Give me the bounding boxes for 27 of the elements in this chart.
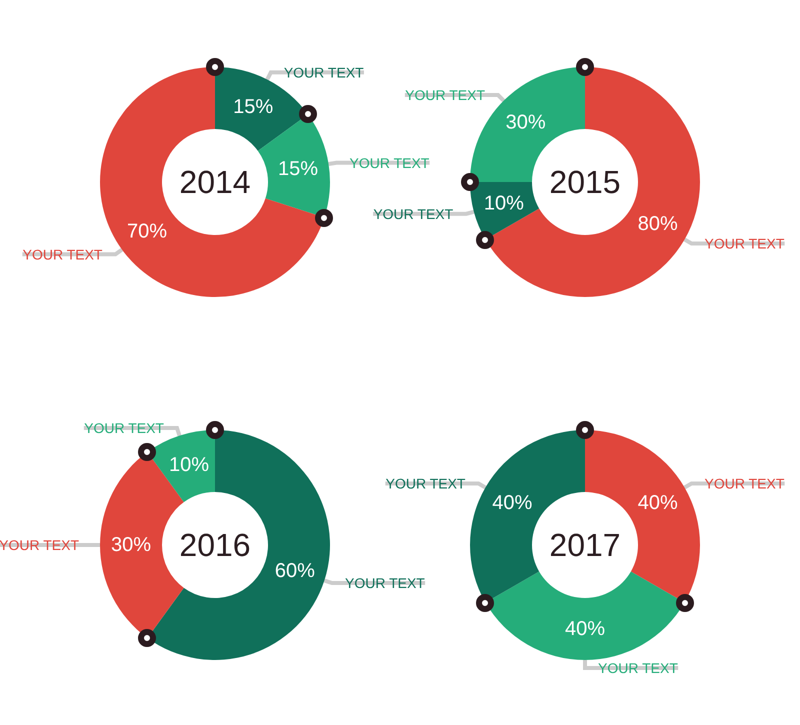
- text: 2015: [549, 164, 621, 200]
- data-label: 10%: [169, 454, 210, 476]
- data-label: 40%: [638, 492, 678, 514]
- text: 2017: [549, 527, 621, 563]
- data-label: 10%: [484, 192, 524, 215]
- slice-label: YOUR TEXT: [284, 64, 364, 80]
- data-label: 15%: [233, 96, 274, 118]
- text: 2014: [179, 164, 251, 200]
- data-label: 80%: [638, 213, 678, 235]
- slice-label: YOUR TEXT: [704, 476, 785, 492]
- slice-label: YOUR TEXT: [344, 575, 426, 592]
- data-label: 40%: [492, 492, 532, 514]
- slice-label: YOUR TEXT: [373, 206, 454, 222]
- slice-label: YOUR TEXT: [405, 87, 486, 104]
- slice-label: YOUR TEXT: [349, 154, 430, 171]
- data-label: 60%: [274, 560, 316, 582]
- slice-label: YOUR TEXT: [84, 420, 164, 436]
- text: 2016: [179, 527, 251, 563]
- data-label: 30%: [506, 112, 546, 134]
- slice-label: YOUR TEXT: [598, 660, 678, 676]
- data-label: 30%: [110, 534, 152, 556]
- slice-label: YOUR TEXT: [386, 476, 466, 492]
- slice-label: YOUR TEXT: [22, 246, 103, 262]
- data-label: 40%: [564, 618, 606, 640]
- slice-label: YOUR TEXT: [704, 236, 785, 252]
- data-label: 70%: [127, 220, 168, 242]
- data-label: 15%: [278, 158, 318, 180]
